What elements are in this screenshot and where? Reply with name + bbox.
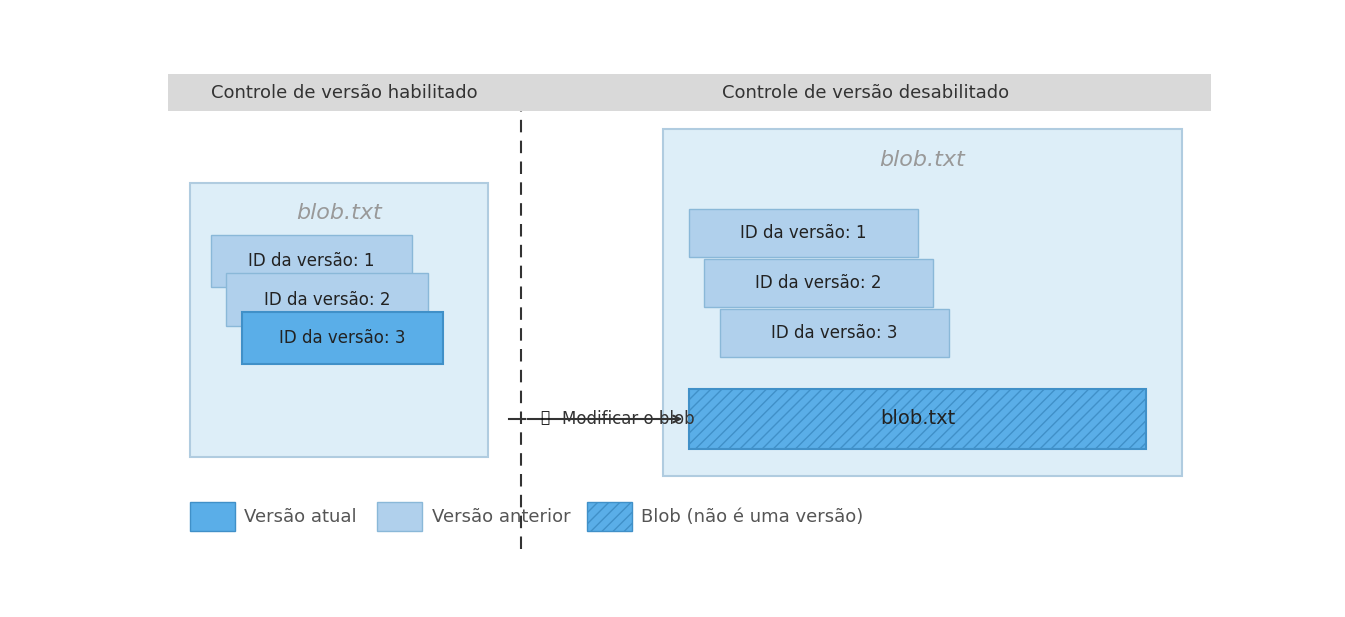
Text: Blob (não é uma versão): Blob (não é uma versão) <box>640 508 863 526</box>
FancyBboxPatch shape <box>226 273 428 326</box>
Bar <box>168 74 1210 111</box>
FancyBboxPatch shape <box>190 502 235 531</box>
FancyBboxPatch shape <box>720 309 948 357</box>
FancyBboxPatch shape <box>211 235 413 288</box>
FancyBboxPatch shape <box>689 209 917 257</box>
Text: blob.txt: blob.txt <box>880 151 966 170</box>
FancyBboxPatch shape <box>705 259 933 307</box>
FancyBboxPatch shape <box>242 312 444 364</box>
Text: Versão atual: Versão atual <box>243 508 356 526</box>
Text: Controle de versão desabilitado: Controle de versão desabilitado <box>722 83 1009 102</box>
FancyBboxPatch shape <box>663 130 1182 476</box>
Text: Versão anterior: Versão anterior <box>432 508 570 526</box>
FancyBboxPatch shape <box>586 502 632 531</box>
Text: blob.txt: blob.txt <box>880 410 955 428</box>
Text: ID da versão: 3: ID da versão: 3 <box>280 329 406 347</box>
Text: ID da versão: 2: ID da versão: 2 <box>264 291 390 308</box>
FancyBboxPatch shape <box>190 183 488 457</box>
Text: Modificar o blob: Modificar o blob <box>562 410 694 428</box>
FancyBboxPatch shape <box>689 389 1146 449</box>
Text: ID da versão: 3: ID da versão: 3 <box>771 324 897 342</box>
Text: Controle de versão habilitado: Controle de versão habilitado <box>211 83 477 102</box>
Text: ID da versão: 1: ID da versão: 1 <box>249 252 375 270</box>
Text: ID da versão: 2: ID da versão: 2 <box>756 274 882 292</box>
FancyBboxPatch shape <box>378 502 422 531</box>
Text: blob.txt: blob.txt <box>296 202 382 223</box>
Text: 🔧: 🔧 <box>541 410 549 425</box>
Text: ID da versão: 1: ID da versão: 1 <box>740 223 866 242</box>
